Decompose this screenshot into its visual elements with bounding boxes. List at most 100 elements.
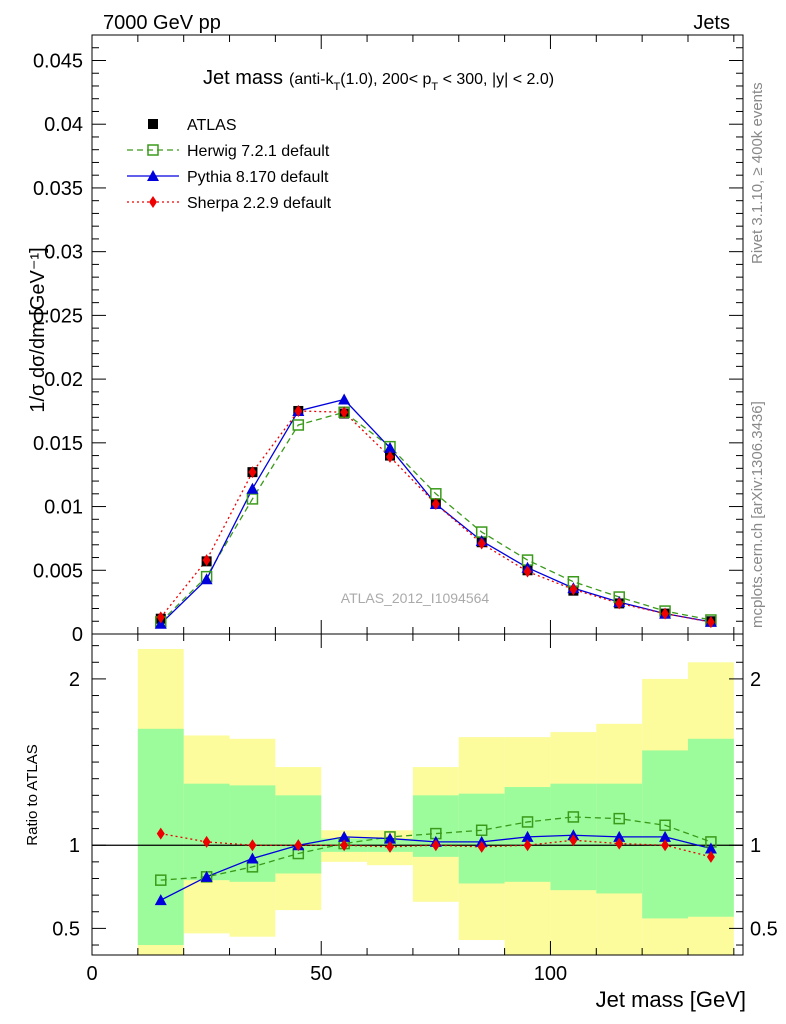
sherpa-point: [661, 607, 670, 620]
sherpa-point: [385, 450, 394, 463]
pythia-point: [246, 482, 259, 494]
rivet-label: Rivet 3.1.10, ≥ 400k events: [749, 82, 766, 264]
band-inner-bin: [687, 738, 734, 917]
analysis-watermark: ATLAS_2012_I1094564: [341, 590, 490, 606]
ratio-y-tick-label: 2: [69, 669, 80, 691]
herwig-ratio-point: [567, 811, 580, 823]
plot-title: Jet mass (anti-kT(1.0), 200< pT < 300, |y…: [203, 67, 554, 93]
header-jets: Jets: [693, 12, 730, 34]
herwig-ratio-point: [613, 812, 625, 825]
axis-ticks: [91, 34, 743, 955]
legend-atlas-label: ATLAS: [187, 117, 237, 134]
plot-title-post: < 300, |y| < 2.0): [438, 71, 554, 88]
sherpa-ratio-point: [248, 839, 257, 852]
sherpa-point: [523, 565, 532, 578]
y-tick-label: 0.005: [33, 560, 83, 582]
sherpa-point: [156, 611, 165, 624]
sherpa-point: [248, 466, 257, 479]
y-tick-label: 0.025: [33, 305, 83, 327]
legend-sherpa-label: Sherpa 2.2.9 default: [187, 195, 332, 212]
axis-tick-labels: 0 50 100 0 0.005 0.01 0.015 0.02 0.025 0.03 0.035 0…: [33, 50, 778, 985]
sherpa-ratio-point: [431, 839, 440, 852]
herwig-ratio-line: [160, 816, 712, 881]
pythia-point: [200, 573, 213, 585]
pythia-point: [383, 441, 396, 453]
ratio-y-tick-label: 0.5: [52, 918, 80, 940]
y-tick-label: 0.03: [44, 242, 83, 264]
sherpa-ratio-point: [477, 840, 486, 853]
sherpa-ratio-point: [523, 839, 532, 852]
legend-pythia-marker: [147, 170, 159, 181]
herwig-ratio-point: [659, 819, 671, 832]
sherpa-point: [202, 554, 211, 567]
herwig-ratio-point: [475, 824, 488, 837]
sherpa-point: [706, 616, 715, 629]
y-tick-label: 0.01: [44, 497, 83, 519]
pythia-point: [338, 393, 351, 405]
band-inner-bin: [183, 783, 230, 881]
ratio-uncertainty-band-inner: [137, 728, 734, 946]
x-tick-label: 100: [534, 963, 567, 985]
legend: ATLAS Herwig 7.2.1 default Pythia 8.170 de…: [127, 117, 332, 212]
y-tick-label: 0.04: [44, 114, 83, 136]
sherpa-ratio-point: [569, 834, 578, 847]
herwig-point: [246, 493, 259, 505]
band-inner-bin: [275, 795, 322, 874]
sherpa-ratio-point: [706, 850, 715, 863]
plot-title-main: Jet mass: [203, 67, 283, 89]
legend-herwig-label: Herwig 7.2.1 default: [187, 143, 330, 160]
ratio-y-axis-title: Ratio to ATLAS: [24, 744, 41, 845]
herwig-ratio-point: [521, 816, 534, 828]
ratio-plot-frame: [91, 633, 744, 956]
sherpa-point: [615, 597, 624, 610]
plot-title-sub2: T: [431, 81, 438, 93]
pythia-ratio-point: [521, 830, 534, 842]
y-tick-label: 0: [72, 624, 83, 646]
sherpa-point: [294, 404, 303, 417]
plot-title-mid: (1.0), 200< p: [340, 71, 431, 88]
ratio-y-tick-label-right: 0.5: [750, 918, 778, 940]
pythia-ratio-point: [154, 894, 167, 906]
legend-pythia-label: Pythia 8.170 default: [187, 169, 329, 186]
ratio-y-tick-label-right: 2: [750, 669, 761, 691]
plot-title-pre: (anti-k: [289, 71, 334, 88]
x-tick-label: 0: [86, 963, 97, 985]
sherpa-point: [569, 583, 578, 596]
sherpa-ratio-point: [340, 839, 349, 852]
y-tick-label: 0.015: [33, 433, 83, 455]
x-axis-title: Jet mass [GeV]: [596, 987, 746, 1012]
sherpa-ratio-point: [202, 835, 211, 848]
legend-herwig-marker: [147, 144, 159, 156]
pythia-ratio-point: [246, 852, 259, 864]
sherpa-ratio-point: [385, 840, 394, 853]
x-tick-label: 50: [310, 963, 332, 985]
ratio-y-tick-label: 1: [69, 835, 80, 857]
mcplots-label: mcplots.cern.ch [arXiv:1306.3436]: [749, 401, 766, 628]
y-tick-label: 0.02: [44, 369, 83, 391]
pythia-ratio-point: [704, 842, 717, 854]
header-energy: 7000 GeV pp: [103, 12, 221, 34]
y-axis-title: 1/σ dσ/dm [GeV⁻¹]: [27, 247, 49, 412]
y-tick-label: 0.035: [33, 178, 83, 200]
pythia-ratio-point: [659, 830, 672, 842]
herwig-ratio-point: [155, 874, 167, 886]
ratio-series-markers: [154, 811, 717, 906]
sherpa-point: [340, 406, 349, 419]
sherpa-ratio-point: [615, 837, 624, 850]
plot-title-sub1: T: [333, 81, 340, 93]
sherpa-ratio-point: [156, 827, 165, 840]
band-inner-bin: [229, 785, 276, 882]
y-tick-label: 0.045: [33, 50, 83, 72]
main-series-markers: [154, 393, 717, 629]
pythia-ratio-point: [338, 830, 351, 842]
herwig-point: [292, 419, 305, 431]
legend-sherpa-marker: [149, 196, 157, 208]
pythia-ratio-point: [613, 830, 626, 842]
pythia-ratio-point: [200, 870, 213, 882]
legend-atlas-marker: [148, 119, 158, 129]
sherpa-ratio-point: [661, 839, 670, 852]
sherpa-point: [477, 537, 486, 550]
ratio-y-tick-label-right: 1: [750, 835, 761, 857]
sherpa-ratio-point: [294, 839, 303, 852]
